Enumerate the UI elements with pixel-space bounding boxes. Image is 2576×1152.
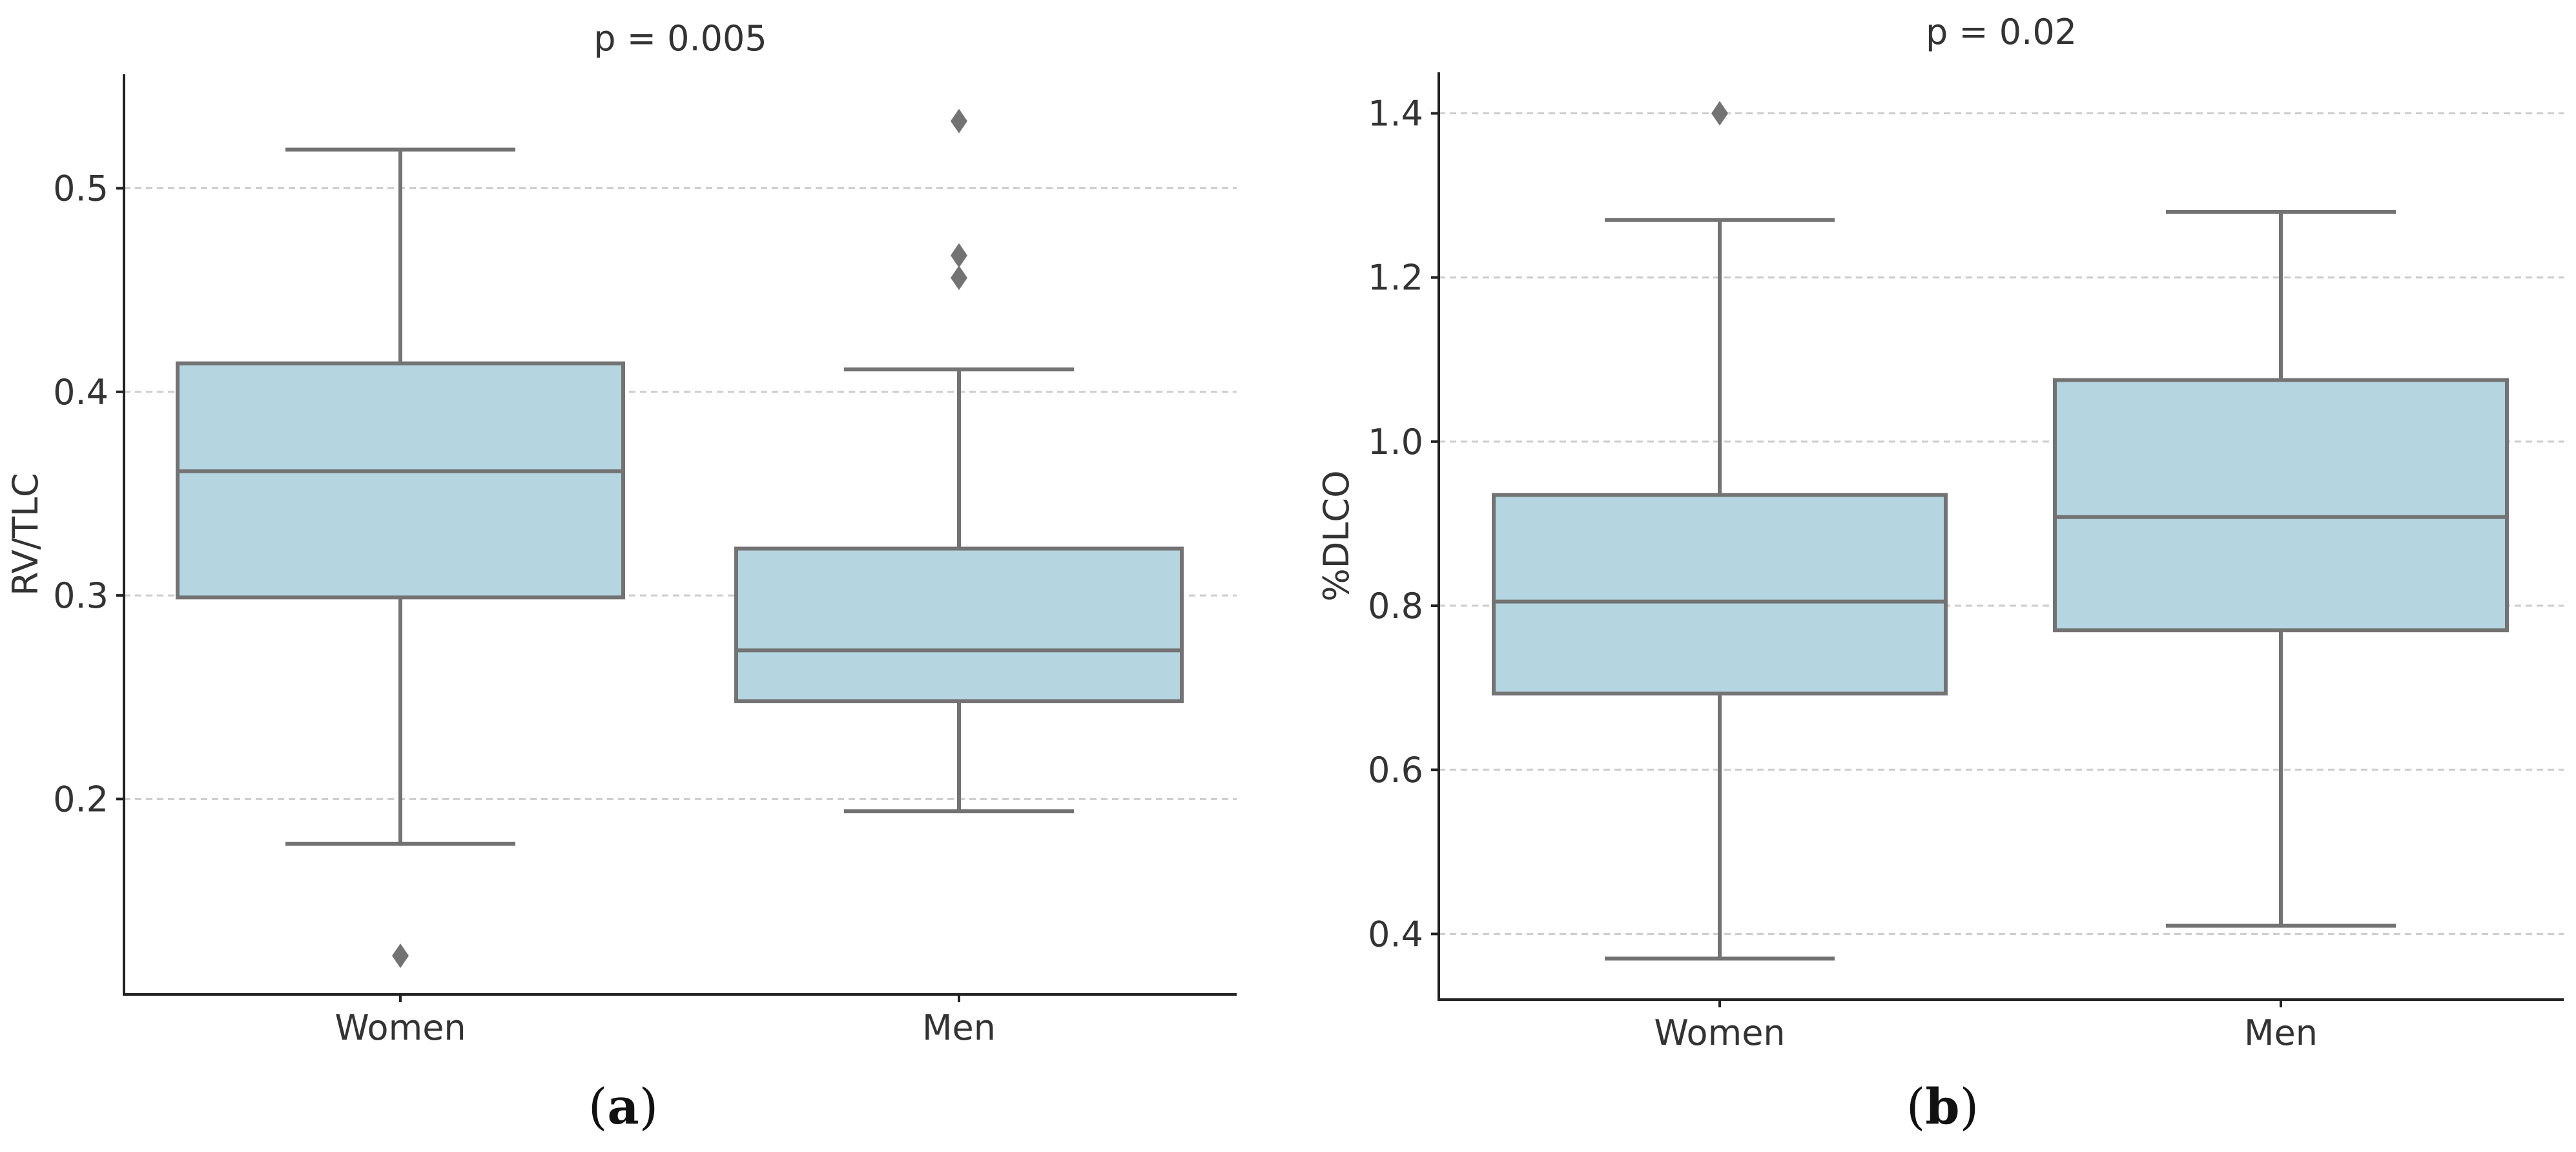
panel-a-men-outlier	[951, 243, 967, 268]
panel-a-title: p = 0.005	[593, 18, 767, 59]
panel-a-men-boxplot	[734, 108, 1184, 814]
panel-b-x-ticks: Women Men	[1654, 1000, 2318, 1053]
panel-a-women-outlier	[392, 943, 409, 969]
panel-b-women-boxplot	[1492, 101, 1948, 961]
panel-b-title: p = 0.02	[1926, 12, 2077, 52]
panel-b-y-tick-label: 0.4	[1368, 914, 1423, 954]
panel-b-y-tick-label: 0.6	[1368, 750, 1423, 790]
panel-a-women-boxplot	[176, 147, 625, 969]
panel-b-y-tick-label: 1.4	[1368, 94, 1423, 134]
panel-b-men-iqr-box	[2053, 378, 2509, 633]
panel-b-caption-letter: b	[1925, 1078, 1959, 1135]
panel-a-y-tick-label: 0.5	[53, 169, 108, 209]
panel-b-x-tick-label-men: Men	[2244, 1013, 2318, 1053]
panel-a-x-ticks: Women Men	[335, 994, 996, 1048]
panel-a-women-iqr-box	[176, 361, 625, 600]
panel-a-men-outlier	[951, 108, 967, 134]
panel-a-y-ticks: 0.2 0.3 0.4 0.5	[53, 169, 124, 819]
panel-a-caption-letter: a	[607, 1078, 639, 1135]
panel-b-y-tick-label: 0.8	[1368, 586, 1423, 626]
panel-b-men-boxplot	[2053, 210, 2509, 928]
panel-a-men-iqr-box	[734, 546, 1184, 704]
panel-a-men-outlier	[951, 265, 967, 291]
panel-b-women-iqr-box	[1492, 493, 1948, 695]
panel-a-x-tick-label-men: Men	[922, 1007, 996, 1048]
panel-b-y-tick-label: 1.0	[1368, 422, 1423, 462]
panel-a-y-tick-label: 0.2	[53, 779, 108, 819]
panel-a-caption: (a)	[588, 1078, 659, 1135]
panel-b-women-outlier	[1711, 101, 1728, 126]
panel-a: 0.20.30.40.5 Women Men p = 0.005 RV/TLC …	[5, 18, 1237, 1135]
panel-b-y-axis-label: %DLCO	[1316, 470, 1357, 601]
panel-a-y-tick-label: 0.4	[53, 372, 108, 413]
panel-b: 0.4 0.6 0.8 1.0 1.2 1.4 Women Men p = 0.02 %D…	[1316, 12, 2564, 1135]
panel-a-x-tick-label-women: Women	[335, 1007, 466, 1048]
panel-a-y-axis-label: RV/TLC	[5, 473, 46, 595]
panel-b-y-ticks: 0.4 0.6 0.8 1.0 1.2 1.4	[1368, 94, 1439, 954]
panel-b-y-tick-label: 1.2	[1368, 258, 1423, 298]
panel-b-boxes	[1492, 101, 2509, 961]
panel-a-y-tick-label: 0.3	[53, 575, 108, 616]
panel-b-x-tick-label-women: Women	[1654, 1013, 1785, 1053]
panel-a-boxes	[176, 108, 1184, 969]
panel-b-caption: (b)	[1906, 1078, 1979, 1135]
